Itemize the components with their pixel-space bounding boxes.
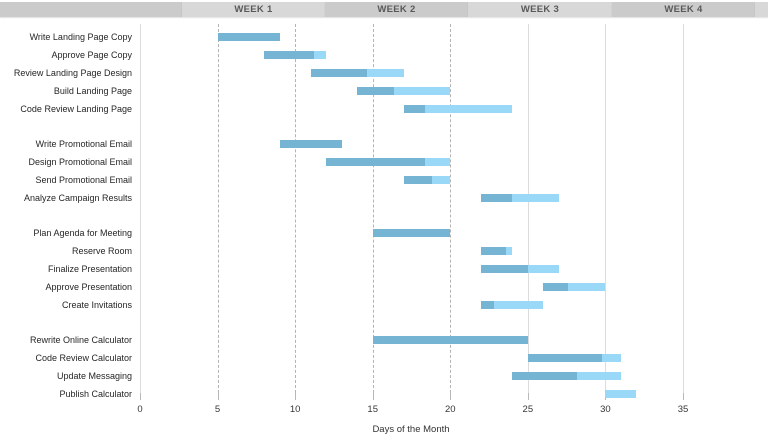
task-bar-create-invitations[interactable] — [481, 301, 544, 309]
axis-tick-35 — [683, 393, 684, 400]
task-bar-design-promotional-email[interactable] — [326, 158, 451, 166]
task-bar-code-review-calculator[interactable] — [527, 354, 621, 362]
axis-tick-25 — [527, 393, 529, 400]
task-label-plan-agenda-for-meeting: Plan Agenda for Meeting — [33, 228, 132, 238]
task-label-analyze-campaign-results: Analyze Campaign Results — [23, 193, 132, 203]
task-bar-complete-send-promotional-email — [403, 176, 432, 184]
task-label-create-invitations: Create Invitations — [61, 300, 132, 310]
task-label-update-messaging: Update Messaging — [56, 371, 132, 381]
axis-tick-5 — [217, 393, 219, 400]
task-bar-publish-calculator[interactable] — [605, 390, 637, 398]
task-label-reserve-room: Reserve Room — [71, 246, 132, 256]
task-bar-complete-code-review-calculator — [527, 354, 603, 362]
task-bar-code-review-landing-page[interactable] — [403, 105, 513, 113]
task-bar-write-landing-page-copy[interactable] — [217, 33, 280, 41]
week-band-spacer — [755, 2, 768, 17]
task-bar-complete-update-messaging — [512, 372, 578, 380]
gridline-day-35 — [683, 24, 684, 398]
axis-tick-0 — [140, 393, 141, 400]
axis-tick-label-0: 0 — [137, 404, 143, 415]
week-label-1: WEEK 1 — [234, 4, 273, 15]
axis-tick-label-35: 35 — [677, 404, 689, 415]
axis-tick-label-30: 30 — [600, 404, 611, 415]
week-label-4: WEEK 4 — [664, 4, 703, 15]
task-bar-write-promotional-email[interactable] — [279, 140, 342, 148]
task-bar-rewrite-online-calculator[interactable] — [372, 336, 528, 344]
task-label-rewrite-online-calculator: Rewrite Online Calculator — [29, 335, 132, 345]
axis-tick-label-15: 15 — [367, 404, 378, 415]
axis-tick-15 — [372, 393, 374, 400]
task-label-approve-presentation: Approve Presentation — [45, 282, 132, 292]
week-band-spacer — [0, 2, 182, 17]
axis-tick-label-25: 25 — [522, 404, 534, 415]
task-bar-complete-analyze-campaign-results — [481, 194, 513, 202]
task-label-approve-page-copy: Approve Page Copy — [51, 50, 132, 60]
gridline-day-25 — [527, 24, 529, 398]
gridline-day-30 — [605, 24, 607, 398]
week-label-3: WEEK 3 — [520, 4, 560, 15]
task-label-publish-calculator: Publish Calculator — [59, 389, 132, 399]
axis-tick-label-10: 10 — [289, 404, 301, 415]
gridline-day-5 — [217, 24, 219, 398]
task-bar-complete-rewrite-online-calculator — [372, 336, 528, 344]
task-bar-finalize-presentation[interactable] — [481, 265, 559, 273]
axis-tick-10 — [295, 393, 297, 400]
gridline-day-15 — [372, 24, 374, 398]
task-bar-complete-write-landing-page-copy — [217, 33, 280, 41]
task-bar-complete-code-review-landing-page — [403, 105, 426, 113]
week-band-4: WEEK 4 — [612, 2, 755, 17]
task-label-code-review-calculator: Code Review Calculator — [35, 353, 132, 363]
week-band-1: WEEK 1 — [182, 2, 325, 17]
task-label-design-promotional-email: Design Promotional Email — [28, 157, 132, 167]
gridline-day-10 — [295, 24, 297, 398]
task-bar-complete-reserve-room — [481, 247, 507, 255]
task-label-send-promotional-email: Send Promotional Email — [35, 175, 132, 185]
task-bar-complete-plan-agenda-for-meeting — [372, 229, 451, 237]
task-bar-analyze-campaign-results[interactable] — [481, 194, 559, 202]
task-bar-complete-review-landing-page-design — [310, 69, 367, 77]
task-label-review-landing-page-design: Review Landing Page Design — [13, 68, 132, 78]
task-bar-reserve-room[interactable] — [481, 247, 513, 255]
task-bar-plan-agenda-for-meeting[interactable] — [372, 229, 451, 237]
axis-tick-20 — [450, 393, 452, 400]
task-label-build-landing-page: Build Landing Page — [53, 86, 132, 96]
week-band-3: WEEK 3 — [468, 2, 612, 17]
task-bar-update-messaging[interactable] — [512, 372, 621, 380]
task-label-finalize-presentation: Finalize Presentation — [47, 264, 132, 274]
task-bar-review-landing-page-design[interactable] — [310, 69, 404, 77]
task-bar-complete-finalize-presentation — [481, 265, 528, 273]
task-label-code-review-landing-page: Code Review Landing Page — [20, 104, 132, 114]
week-band-2: WEEK 2 — [325, 2, 468, 17]
task-bar-approve-page-copy[interactable] — [264, 51, 327, 59]
x-axis-title: Days of the Month — [372, 424, 450, 435]
task-bar-send-promotional-email[interactable] — [403, 176, 451, 184]
task-bar-complete-write-promotional-email — [279, 140, 342, 148]
task-bar-complete-create-invitations — [481, 301, 494, 309]
task-label-write-landing-page-copy: Write Landing Page Copy — [29, 32, 132, 42]
gridline-day-20 — [450, 24, 452, 398]
axis-tick-label-20: 20 — [444, 404, 456, 415]
task-bar-build-landing-page[interactable] — [357, 87, 451, 95]
task-bar-complete-approve-page-copy — [264, 51, 314, 59]
task-bar-complete-build-landing-page — [357, 87, 395, 95]
week-label-2: WEEK 2 — [377, 4, 416, 15]
axis-tick-label-5: 5 — [214, 404, 221, 415]
task-label-write-promotional-email: Write Promotional Email — [35, 139, 132, 149]
task-bar-approve-presentation[interactable] — [543, 283, 606, 291]
task-bar-complete-design-promotional-email — [326, 158, 426, 166]
gridline-day-0 — [140, 24, 141, 398]
task-bar-complete-approve-presentation — [543, 283, 569, 291]
